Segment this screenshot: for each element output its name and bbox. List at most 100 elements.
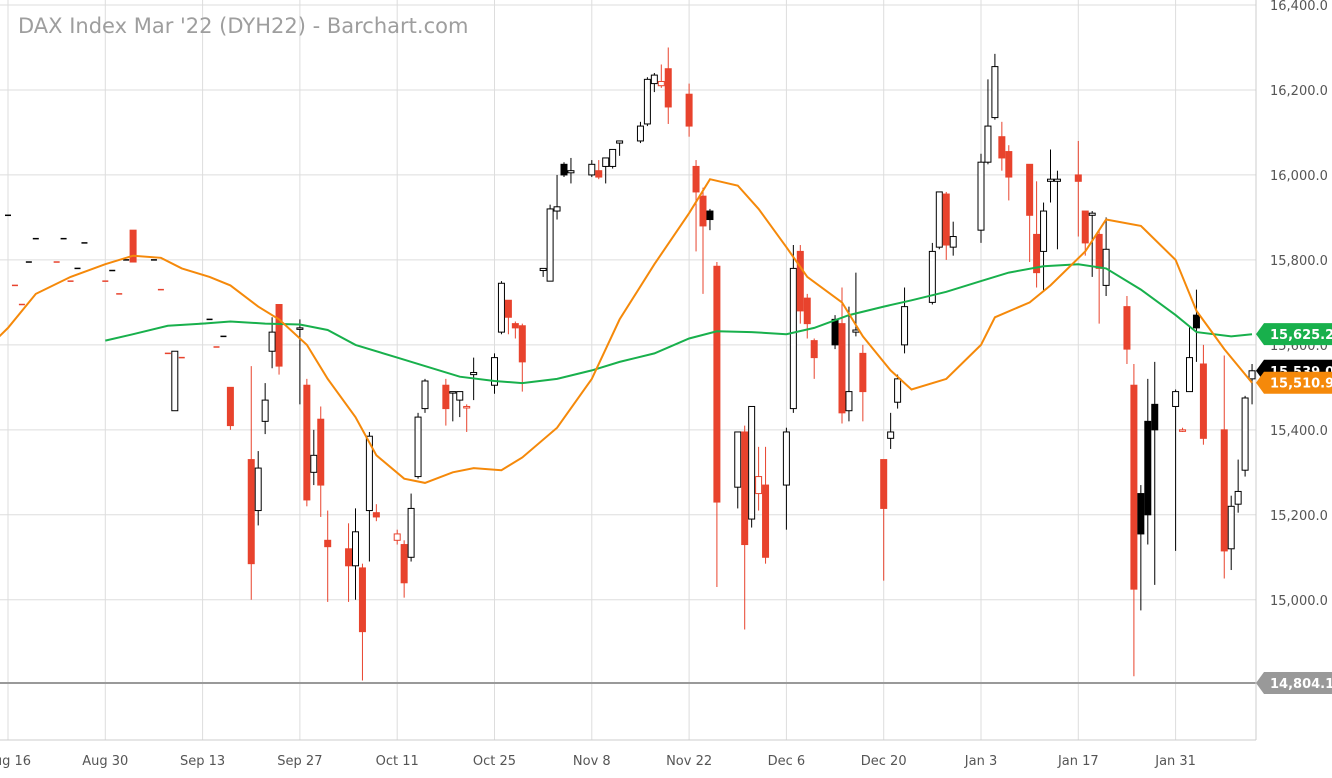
candle bbox=[345, 523, 353, 602]
candle bbox=[616, 140, 624, 156]
candle-body bbox=[518, 325, 526, 363]
candle bbox=[1234, 459, 1242, 513]
candle bbox=[1241, 395, 1249, 477]
candle-body bbox=[1199, 363, 1207, 439]
candle bbox=[414, 412, 422, 479]
x-tick-label: Jan 17 bbox=[1057, 754, 1099, 769]
candle bbox=[539, 267, 547, 277]
candle bbox=[810, 338, 818, 379]
candle-body bbox=[998, 136, 1006, 159]
candle-body bbox=[685, 93, 693, 127]
candle bbox=[789, 245, 797, 413]
candle-body bbox=[1144, 420, 1152, 516]
candle bbox=[1074, 140, 1082, 237]
candle-body bbox=[171, 350, 179, 412]
candle bbox=[901, 287, 909, 354]
candle-body bbox=[1172, 391, 1180, 407]
candle-body bbox=[782, 431, 790, 486]
candle bbox=[859, 344, 867, 422]
candle bbox=[894, 374, 902, 409]
candle-body bbox=[901, 306, 909, 346]
candle-body bbox=[838, 323, 846, 414]
candle-body bbox=[539, 267, 547, 272]
candle-body bbox=[1053, 178, 1061, 182]
candle-body bbox=[977, 161, 985, 231]
candle bbox=[748, 405, 756, 528]
candle bbox=[567, 157, 575, 184]
candle-body bbox=[602, 157, 610, 167]
candle bbox=[372, 504, 380, 522]
x-tick-label: Aug 16 bbox=[0, 754, 31, 769]
candle bbox=[1095, 230, 1103, 324]
candle-body bbox=[803, 297, 811, 325]
candle-body bbox=[1151, 403, 1159, 431]
candle-body bbox=[1234, 490, 1242, 505]
candle bbox=[991, 53, 999, 120]
candle-body bbox=[616, 140, 624, 144]
candle-body bbox=[713, 265, 721, 503]
candle-body bbox=[1248, 370, 1256, 380]
candle bbox=[1220, 355, 1228, 579]
candle bbox=[324, 510, 332, 602]
candle-body bbox=[1081, 210, 1089, 244]
value-labels: 15,625.215,539.015,510.914,804.1 bbox=[1256, 323, 1332, 694]
price-label-text: 14,804.1 bbox=[1270, 677, 1332, 692]
candle-body bbox=[449, 391, 457, 394]
price-label-bg bbox=[1256, 371, 1332, 394]
candle-body bbox=[546, 208, 554, 282]
candle-body bbox=[984, 125, 992, 163]
candle bbox=[998, 121, 1006, 171]
candle bbox=[1026, 163, 1034, 263]
candle bbox=[546, 204, 554, 282]
candle-body bbox=[372, 512, 380, 518]
candle-body bbox=[1095, 233, 1103, 269]
candle-body bbox=[880, 459, 888, 509]
candle bbox=[1172, 389, 1180, 551]
x-tick-label: Dec 6 bbox=[768, 754, 806, 769]
candle bbox=[226, 386, 234, 430]
candle bbox=[518, 323, 526, 392]
y-tick-label: 15,800.0 bbox=[1270, 254, 1328, 269]
candle bbox=[1053, 170, 1061, 250]
candle bbox=[421, 378, 429, 413]
candle bbox=[1005, 145, 1013, 201]
candle-body bbox=[303, 384, 311, 501]
price-label-bg bbox=[1256, 323, 1332, 346]
candle-body bbox=[609, 148, 617, 167]
x-tick-label: Oct 25 bbox=[473, 754, 516, 769]
candle bbox=[1192, 289, 1200, 362]
candle-body bbox=[400, 544, 408, 584]
candle bbox=[1047, 149, 1054, 203]
candle bbox=[1040, 202, 1048, 292]
x-tick-label: Sep 27 bbox=[277, 754, 322, 769]
candle bbox=[977, 153, 985, 243]
candle-body bbox=[560, 163, 568, 176]
candle-body bbox=[706, 210, 714, 221]
ma-slow-line bbox=[105, 263, 1253, 385]
candle bbox=[1248, 363, 1256, 405]
candle-body bbox=[1047, 178, 1054, 182]
candle bbox=[261, 383, 269, 435]
price-label: 15,625.2 bbox=[1256, 323, 1332, 346]
candle bbox=[553, 174, 561, 220]
candle bbox=[247, 366, 255, 600]
candle-body bbox=[511, 323, 519, 329]
candle-body bbox=[796, 250, 804, 312]
candle bbox=[1033, 181, 1041, 288]
price-label-text: 15,625.2 bbox=[1270, 328, 1332, 343]
candle-body bbox=[1033, 233, 1041, 274]
candle-body bbox=[699, 195, 707, 227]
candle-body bbox=[456, 391, 464, 401]
price-label-bg bbox=[1256, 672, 1332, 694]
candle bbox=[588, 160, 596, 178]
candle-body bbox=[345, 548, 353, 567]
candle bbox=[685, 83, 693, 137]
candle bbox=[1123, 296, 1131, 364]
candle-body bbox=[657, 80, 665, 87]
x-tick-label: Nov 22 bbox=[666, 754, 712, 769]
candle-body bbox=[859, 352, 867, 393]
candle bbox=[595, 160, 603, 180]
